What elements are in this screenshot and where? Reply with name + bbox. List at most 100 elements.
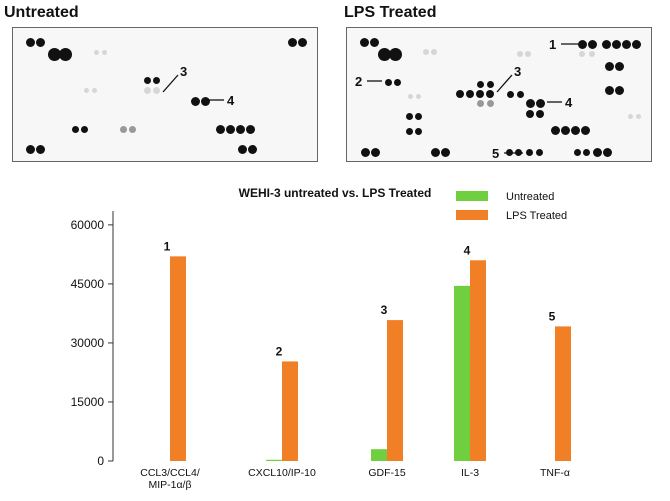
bar-untreated	[371, 449, 387, 461]
blot-spot	[535, 98, 545, 108]
lps-callout-1: 1	[549, 37, 557, 52]
blot-spot	[601, 39, 611, 49]
blot-spot	[587, 39, 597, 49]
blot-spot	[621, 39, 631, 49]
blot-spot	[393, 78, 401, 86]
blot-spot	[589, 51, 595, 57]
blot-spot	[525, 98, 535, 108]
blot-spot	[486, 90, 494, 98]
blot-spot	[430, 147, 440, 157]
blot-spot	[614, 61, 624, 71]
blot-spot	[35, 144, 45, 154]
blot-spot	[602, 147, 612, 157]
bar-data-label: 2	[276, 344, 283, 358]
blot-spot	[526, 110, 534, 118]
blot-spot	[80, 125, 88, 133]
blot-spot	[476, 90, 484, 98]
bar-lps-treated	[170, 256, 186, 461]
bar-data-label: 3	[381, 303, 388, 317]
y-tick-label: 15000	[71, 395, 105, 409]
lps-callout-3: 3	[514, 64, 522, 79]
blot-spot	[388, 47, 402, 61]
blot-spot	[611, 39, 621, 49]
blot-spot	[627, 113, 633, 119]
legend-label: LPS Treated	[506, 210, 567, 222]
blot-spot	[93, 49, 99, 55]
blot-spot	[119, 125, 127, 133]
blot-spot	[414, 112, 422, 120]
blot-spot	[614, 85, 624, 95]
blot-spot	[560, 125, 570, 135]
blot-spot	[287, 37, 297, 47]
blot-spot	[525, 51, 531, 57]
blot-spot	[200, 96, 210, 106]
untreated-callout-3: 3	[180, 64, 188, 79]
blot-spot	[71, 125, 79, 133]
blot-spot	[384, 78, 392, 86]
legend-swatch	[456, 210, 488, 220]
blot-spot	[237, 144, 247, 154]
blot-spot	[91, 87, 97, 93]
blot-spot	[359, 37, 369, 47]
blot-spot	[35, 37, 45, 47]
blot-spot	[476, 99, 484, 107]
chart-bars: 1 2 3 4 5	[164, 239, 571, 461]
bar-lps-treated	[470, 260, 486, 461]
chart-legend: Untreated LPS Treated	[456, 191, 567, 222]
blot-spot	[604, 61, 614, 71]
lps-blot-image	[346, 27, 652, 162]
x-tick-label: MIP-1α/β	[148, 479, 191, 491]
blot-spot	[83, 87, 89, 93]
lps-panel-title: LPS Treated	[344, 4, 437, 21]
legend-swatch	[456, 191, 488, 201]
blot-spot	[152, 86, 160, 94]
blot-spot	[370, 147, 380, 157]
blot-spot	[525, 148, 533, 156]
lps-callout-2: 2	[355, 74, 363, 89]
bar-untreated	[266, 459, 282, 461]
x-tick-label: CXCL10/IP-10	[248, 467, 316, 479]
y-tick-label: 30000	[71, 336, 105, 350]
untreated-blot-image	[12, 27, 318, 162]
bar-data-label: 5	[549, 309, 556, 323]
blot-spot	[580, 125, 590, 135]
chart-title: WEHI-3 untreated vs. LPS Treated	[238, 186, 432, 200]
blot-spot	[128, 125, 136, 133]
blot-spot	[550, 125, 560, 135]
bar-lps-treated	[555, 326, 571, 461]
bar-lps-treated	[282, 361, 298, 461]
blot-spot	[415, 93, 421, 99]
blot-spot	[235, 124, 245, 134]
blot-spot	[635, 113, 641, 119]
legend-label: Untreated	[506, 191, 554, 203]
blot-spot	[143, 76, 151, 84]
x-tick-label: GDF-15	[368, 467, 406, 479]
blot-spot	[25, 144, 35, 154]
blot-spot	[535, 148, 543, 156]
x-tick-label: TNF-α	[540, 467, 570, 479]
untreated-callout-4: 4	[227, 93, 235, 108]
blot-spot	[297, 37, 307, 47]
blot-spot	[516, 90, 524, 98]
bar-data-label: 1	[164, 239, 171, 253]
blot-spot	[47, 47, 61, 61]
y-tick-label: 60000	[71, 218, 105, 232]
blot-spot	[247, 144, 257, 154]
blot-spot	[360, 147, 370, 157]
blot-spot	[476, 80, 484, 88]
blot-spot	[101, 49, 107, 55]
blot-spot	[577, 39, 587, 49]
bar-chart: 0 15000 30000 45000 60000 CCL3/CCL4/MIP-1α/β C…	[71, 191, 571, 491]
blot-spot	[517, 51, 523, 57]
bar-data-label: 4	[464, 243, 471, 257]
blot-spot	[456, 90, 464, 98]
chart-axes: 0 15000 30000 45000 60000 CCL3/CCL4/MIP-1α/β C…	[71, 211, 570, 491]
blot-spot	[536, 110, 544, 118]
blot-spot	[514, 148, 522, 156]
blot-spot	[486, 99, 494, 107]
lps-callout-5: 5	[492, 146, 500, 161]
blot-spot	[486, 80, 494, 88]
blot-spot	[440, 147, 450, 157]
bar-lps-treated	[387, 320, 403, 461]
blot-spot	[190, 96, 200, 106]
